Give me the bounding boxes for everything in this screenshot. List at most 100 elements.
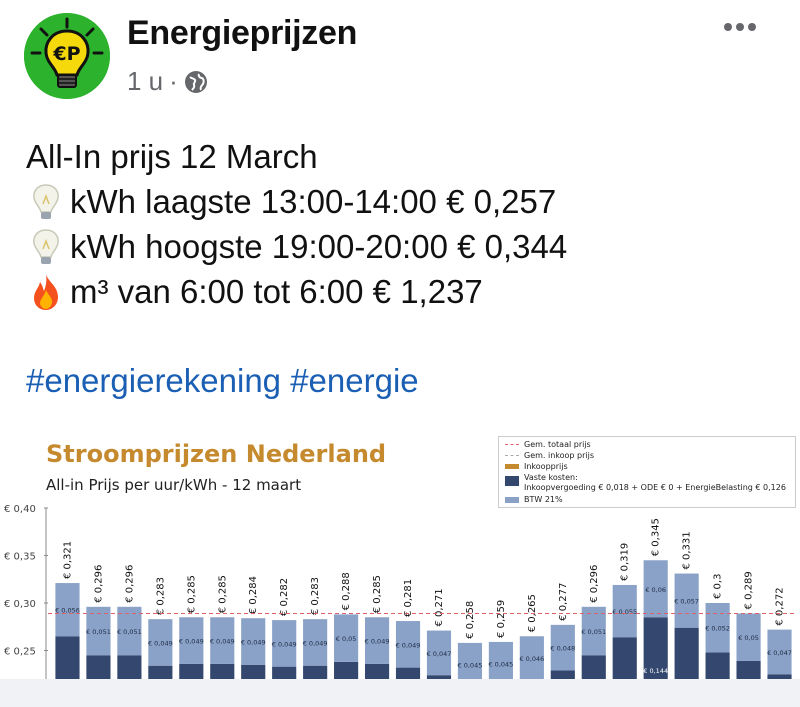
bar-btw-segment	[674, 573, 699, 628]
bar-btw-segment	[179, 617, 204, 664]
bar-btw-segment	[210, 617, 235, 664]
y-tick-label: € 0,30	[4, 599, 36, 610]
bar-btw-segment	[272, 620, 297, 667]
bar-base-segment	[303, 665, 328, 679]
bar-btw-label: € 0,045	[458, 661, 483, 669]
bar-base-segment	[395, 667, 421, 679]
post-line-text: kWh laagste 13:00-14:00 € 0,257	[70, 183, 557, 220]
legend-swatch	[505, 476, 519, 486]
bar-base-segment	[426, 675, 452, 679]
meta-separator: ·	[169, 66, 178, 96]
legend-label: Gem. totaal prijs	[524, 440, 591, 449]
bar-base-segment	[581, 655, 606, 679]
bar-total-label: € 0,282	[279, 578, 290, 616]
bar-base-segment	[117, 655, 142, 679]
avatar-logo-text: €P	[52, 43, 80, 65]
bar-total-label: € 0,259	[496, 600, 507, 638]
hashtags: #energierekening #energie	[26, 362, 419, 400]
post-line-text: kWh hoogste 19:00-20:00 € 0,344	[70, 228, 568, 265]
bar-base-segment	[612, 637, 637, 679]
post-body: All-In prijs 12 March kWh laagste 13:00-…	[26, 134, 786, 314]
bar-total-label: € 0,288	[341, 572, 352, 610]
chart-legend: Gem. totaal prijs Gem. inkoop prijs Inko…	[498, 436, 796, 508]
legend-swatch	[505, 464, 519, 469]
bar-total-label: € 0,283	[155, 577, 166, 615]
hashtag-link[interactable]: #energierekening	[26, 362, 282, 399]
bar-btw-segment	[55, 583, 80, 637]
bar-btw-segment	[612, 584, 637, 638]
bar-base-segment	[148, 665, 173, 679]
bar-total-label: € 0,285	[186, 575, 197, 613]
bar-base-segment	[179, 663, 204, 679]
post-header: €P Energieprijzen 1 u ·	[0, 0, 800, 110]
bar-btw-label: € 0,05	[738, 634, 759, 642]
bar-btw-segment	[364, 617, 390, 664]
chart-image[interactable]: Stroomprijzen Nederland All-in Prijs per…	[0, 424, 800, 679]
bar-btw-label: € 0,052	[705, 625, 730, 633]
bar-btw-label: € 0,056	[55, 607, 80, 615]
bar-btw-segment	[426, 630, 452, 676]
page-avatar[interactable]: €P	[24, 13, 110, 99]
legend-label: BTW 21%	[524, 495, 563, 504]
bar-total-label: € 0,3	[713, 574, 724, 599]
bar-base-segment	[241, 664, 266, 679]
legend-item: Vaste kosten: Inkoopvergoeding € 0,018 +…	[505, 473, 786, 493]
more-dot-icon	[736, 23, 744, 31]
legend-label: Inkoopprijs	[524, 462, 568, 471]
bar-base-segment	[86, 655, 111, 679]
bar-total-label: € 0,296	[124, 565, 135, 603]
bar-total-label: € 0,296	[589, 565, 600, 603]
page-name[interactable]: Energieprijzen	[127, 14, 358, 52]
bar-btw-segment	[550, 624, 575, 671]
bar-btw-label: € 0,049	[148, 639, 173, 647]
bar-btw-label: € 0,055	[612, 608, 637, 616]
legend-swatch	[505, 455, 519, 456]
bar-total-label: € 0,284	[248, 576, 259, 614]
y-tick-label: € 0,40	[4, 504, 36, 515]
bar-base-segment	[705, 652, 730, 679]
bar-chart: € 0,40 € 0,35 € 0,30 € 0,25 € 0,321 € 0,056 € …	[4, 504, 795, 679]
bar-btw-segment	[334, 614, 359, 662]
bar-btw-label: € 0,051	[581, 628, 606, 636]
bar-btw-label: € 0,05	[336, 635, 357, 643]
bar-base-segment	[334, 661, 359, 679]
bar-btw-segment	[581, 606, 606, 656]
legend-item: Gem. totaal prijs	[505, 440, 591, 449]
bar-total-label: € 0,258	[465, 601, 476, 639]
more-options-button[interactable]	[724, 18, 764, 42]
bar-base-segment	[767, 674, 792, 679]
y-tick-label: € 0,25	[4, 647, 36, 658]
bar-inkoop-label: € 0,144	[643, 667, 668, 675]
bar-btw-label: € 0,051	[86, 628, 111, 636]
bar-total-label: € 0,281	[403, 579, 414, 617]
lightbulb-icon	[33, 228, 59, 264]
bar-btw-label: € 0,06	[645, 586, 666, 594]
bar-total-label: € 0,272	[775, 587, 786, 625]
post-line-title: All-In prijs 12 March	[26, 134, 786, 179]
bar-btw-label: € 0,049	[272, 640, 297, 648]
bar-btw-segment	[705, 603, 730, 653]
bar-total-label: € 0,285	[372, 575, 383, 613]
bar-btw-segment	[117, 606, 142, 656]
legend-swatch	[505, 496, 519, 503]
bar-base-segment	[364, 663, 390, 679]
hashtag-link[interactable]: #energie	[290, 362, 419, 399]
post-meta: 1 u ·	[127, 66, 208, 97]
more-dot-icon	[748, 23, 756, 31]
bar-btw-label: € 0,049	[365, 638, 390, 646]
chart-title: Stroomprijzen Nederland	[46, 440, 387, 468]
y-tick-label: € 0,35	[4, 552, 36, 563]
globe-icon[interactable]	[184, 70, 208, 94]
bar-btw-segment	[643, 560, 668, 618]
bar-total-label: € 0,283	[310, 577, 321, 615]
post-time[interactable]: 1 u	[127, 66, 164, 96]
bar-btw-segment	[148, 619, 173, 666]
legend-label-line: Inkoopvergoeding € 0,018 + ODE € 0 + Ene…	[524, 483, 786, 492]
post-line-gas: m³ van 6:00 tot 6:00 € 1,237	[26, 269, 786, 314]
bar-btw-segment	[303, 619, 328, 666]
bar-btw-segment	[241, 618, 266, 665]
legend-item: Gem. inkoop prijs	[505, 451, 594, 460]
bar-base-segment	[674, 627, 699, 679]
bar-total-label: € 0,345	[651, 518, 662, 556]
post-line-highest: kWh hoogste 19:00-20:00 € 0,344	[26, 224, 786, 269]
